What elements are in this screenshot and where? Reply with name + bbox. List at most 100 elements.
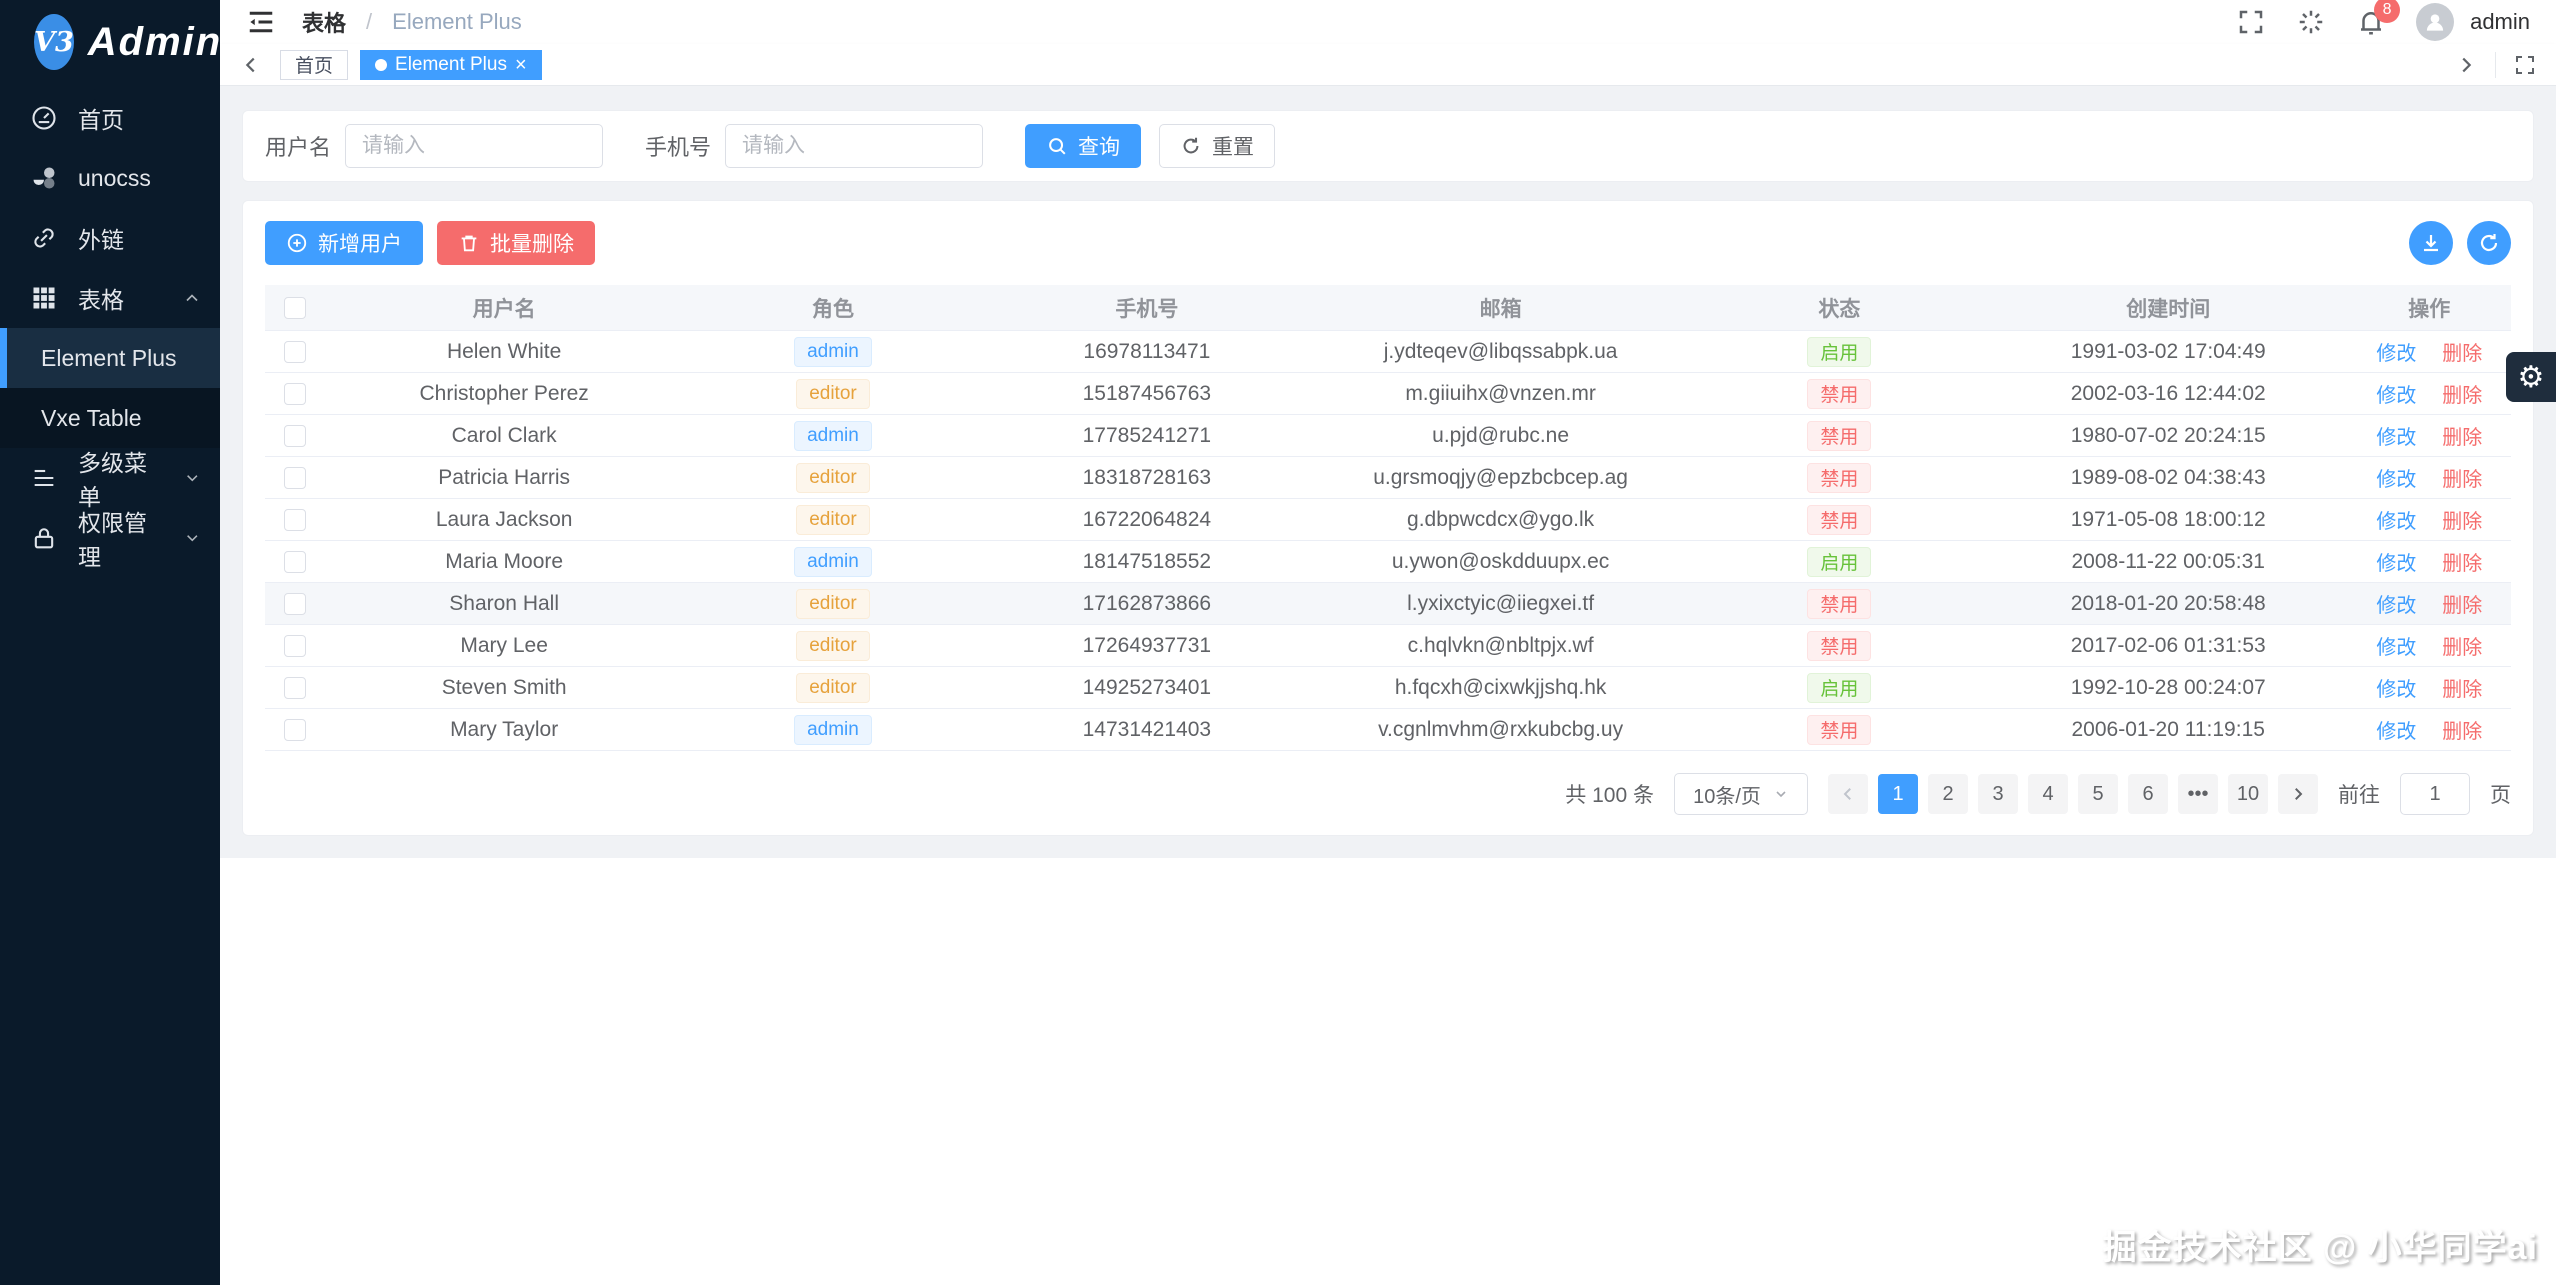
avatar[interactable] xyxy=(2416,3,2455,41)
edit-link[interactable]: 修改 xyxy=(2376,679,2417,701)
page-button[interactable]: 4 xyxy=(2028,774,2068,814)
content-fullscreen-button[interactable] xyxy=(2508,48,2542,82)
edit-link[interactable]: 修改 xyxy=(2376,637,2417,659)
page-size-select[interactable]: 10条/页 xyxy=(1674,773,1808,815)
role-tag: editor xyxy=(796,588,870,619)
delete-link[interactable]: 删除 xyxy=(2442,511,2483,533)
edit-link[interactable]: 修改 xyxy=(2376,469,2417,491)
page-button[interactable]: 5 xyxy=(2078,774,2118,814)
search-icon xyxy=(1049,138,1066,155)
row-checkbox[interactable] xyxy=(283,424,306,447)
fullscreen-icon[interactable] xyxy=(2236,7,2266,37)
tab-home[interactable]: 首页 xyxy=(280,49,349,80)
reset-button[interactable]: 重置 xyxy=(1159,124,1276,168)
tab-element-plus[interactable]: Element Plus × xyxy=(360,49,542,80)
delete-link[interactable]: 删除 xyxy=(2442,427,2483,449)
more-pages-button[interactable]: ••• xyxy=(2178,774,2218,814)
tab-label: Element Plus xyxy=(395,53,507,75)
edit-link[interactable]: 修改 xyxy=(2376,427,2417,449)
fullscreen-icon xyxy=(2516,55,2534,74)
delete-link[interactable]: 删除 xyxy=(2442,637,2483,659)
sidebar-item-home[interactable]: 首页 xyxy=(0,88,220,148)
cell-phone: 16978113471 xyxy=(1083,339,1211,363)
status-tag: 启用 xyxy=(1807,672,1872,703)
row-checkbox[interactable] xyxy=(283,340,306,363)
table-row: Helen White admin 16978113471 j.ydteqev@… xyxy=(265,331,2511,373)
edit-link[interactable]: 修改 xyxy=(2376,721,2417,743)
phone-input[interactable] xyxy=(725,124,984,168)
table-toolbar: 新增用户 批量删除 xyxy=(265,221,2511,265)
download-button[interactable] xyxy=(2409,221,2453,265)
row-checkbox[interactable] xyxy=(283,634,306,657)
page-button[interactable]: 1 xyxy=(1878,774,1918,814)
phone-label: 手机号 xyxy=(645,135,712,160)
total-count-label: 共 100 条 xyxy=(1565,784,1654,807)
chevron-up-icon xyxy=(186,294,198,302)
sidebar-item-label: Element Plus xyxy=(41,344,177,371)
sidebar-item-label: 表格 xyxy=(78,287,124,313)
page-button[interactable]: 2 xyxy=(1928,774,1968,814)
status-tag: 禁用 xyxy=(1807,504,1872,535)
row-checkbox[interactable] xyxy=(283,676,306,699)
edit-link[interactable]: 修改 xyxy=(2376,343,2417,365)
delete-link[interactable]: 删除 xyxy=(2442,595,2483,617)
unocss-icon xyxy=(33,167,55,189)
cell-email: g.dbpwcdcx@ygo.lk xyxy=(1407,507,1595,531)
spinner-icon[interactable] xyxy=(2296,7,2326,37)
notification-bell[interactable]: 8 xyxy=(2356,0,2401,37)
edit-link[interactable]: 修改 xyxy=(2376,553,2417,575)
breadcrumb-parent[interactable]: 表格 xyxy=(302,11,347,36)
delete-link[interactable]: 删除 xyxy=(2442,553,2483,575)
next-page-button[interactable] xyxy=(2278,774,2318,814)
row-checkbox[interactable] xyxy=(283,466,306,489)
select-all-checkbox[interactable] xyxy=(283,296,306,319)
tabs-bar-right xyxy=(2449,48,2542,82)
delete-link[interactable]: 删除 xyxy=(2442,721,2483,743)
table-row: Christopher Perez editor 15187456763 m.g… xyxy=(265,373,2511,415)
row-checkbox[interactable] xyxy=(283,592,306,615)
tabs-scroll-right-button[interactable] xyxy=(2449,48,2483,82)
row-checkbox[interactable] xyxy=(283,508,306,531)
sidebar-item-vxe-table[interactable]: Vxe Table xyxy=(0,388,220,448)
username-label[interactable]: admin xyxy=(2470,9,2530,34)
goto-page-input[interactable] xyxy=(2400,773,2470,815)
table-card: 新增用户 批量删除 xyxy=(242,200,2534,836)
role-tag: editor xyxy=(796,378,870,409)
cell-phone: 17785241271 xyxy=(1082,423,1212,447)
edit-link[interactable]: 修改 xyxy=(2376,385,2417,407)
row-checkbox[interactable] xyxy=(283,382,306,405)
delete-link[interactable]: 删除 xyxy=(2442,343,2483,365)
edit-link[interactable]: 修改 xyxy=(2376,595,2417,617)
add-user-button[interactable]: 新增用户 xyxy=(265,221,423,265)
edit-link[interactable]: 修改 xyxy=(2376,511,2417,533)
query-button[interactable]: 查询 xyxy=(1025,124,1142,168)
cell-email: l.yxixctyic@iiegxei.tf xyxy=(1407,591,1595,615)
row-checkbox[interactable] xyxy=(283,550,306,573)
sidebar-item-element-plus[interactable]: Element Plus xyxy=(0,328,220,388)
sidebar-item-table[interactable]: 表格 xyxy=(0,268,220,328)
delete-link[interactable]: 删除 xyxy=(2442,679,2483,701)
menu-fold-icon[interactable] xyxy=(246,7,276,37)
sidebar-item-unocss[interactable]: unocss xyxy=(0,148,220,208)
role-tag: admin xyxy=(794,420,872,451)
refresh-table-button[interactable] xyxy=(2467,221,2511,265)
delete-link[interactable]: 删除 xyxy=(2442,469,2483,491)
cell-phone: 18318728163 xyxy=(1082,465,1212,489)
page-button[interactable]: 3 xyxy=(1978,774,2018,814)
prev-page-button[interactable] xyxy=(1828,774,1868,814)
sidebar-item-multi-level-menu[interactable]: 多级菜单 xyxy=(0,448,220,510)
batch-delete-button[interactable]: 批量删除 xyxy=(437,221,595,265)
delete-link[interactable]: 删除 xyxy=(2442,385,2483,407)
sidebar-item-permission[interactable]: 权限管理 xyxy=(0,508,220,570)
page-number-buttons: 1 2 3 4 5 6 ••• 10 xyxy=(1878,774,2268,814)
username-input[interactable] xyxy=(345,124,604,168)
row-checkbox[interactable] xyxy=(283,718,306,741)
settings-button[interactable]: ⚙ xyxy=(2506,352,2556,402)
page-button[interactable]: 6 xyxy=(2128,774,2168,814)
sidebar-item-external-link[interactable]: 外链 xyxy=(0,208,220,268)
table-row: Laura Jackson editor 16722064824 g.dbpwc… xyxy=(265,499,2511,541)
tabs-scroll-left-button[interactable] xyxy=(234,48,268,82)
cell-created: 1980-07-02 20:24:15 xyxy=(2070,423,2266,447)
page-button[interactable]: 10 xyxy=(2228,774,2268,814)
tab-close-icon[interactable]: × xyxy=(514,53,527,76)
